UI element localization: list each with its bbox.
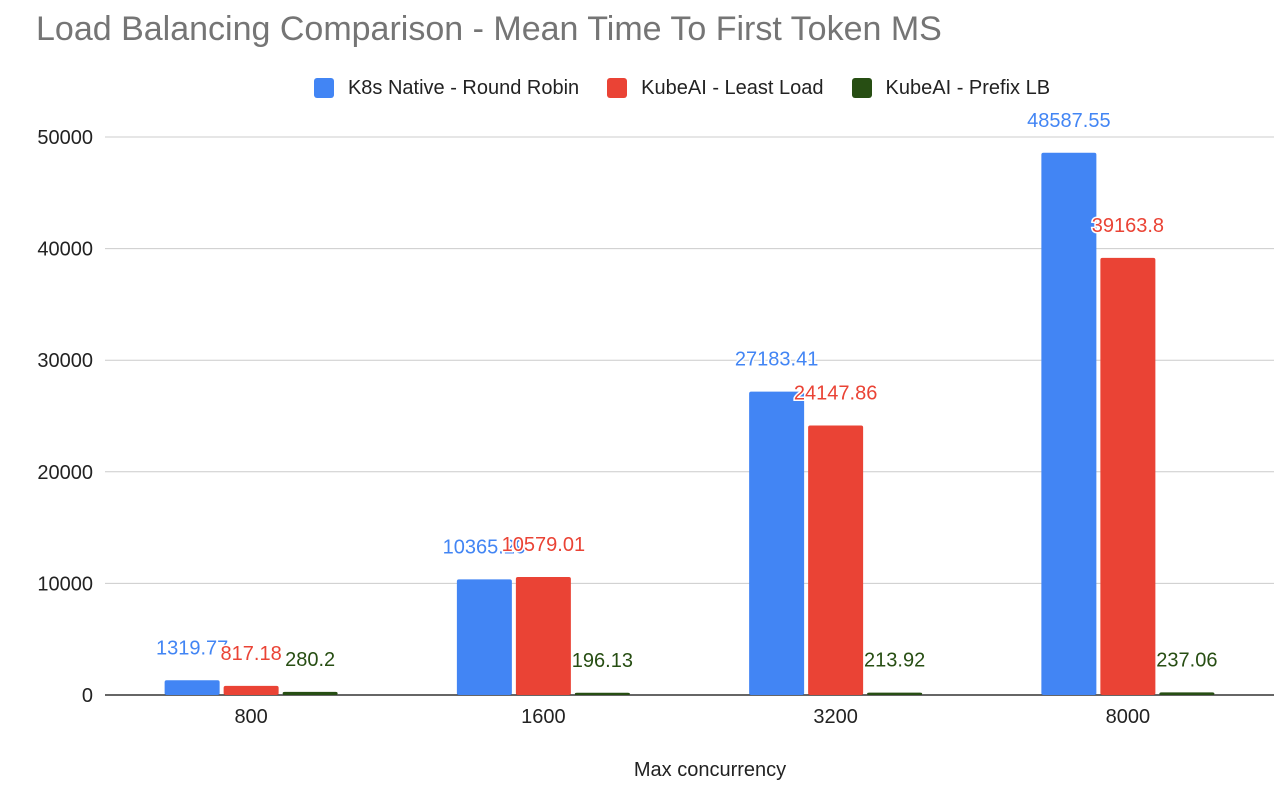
legend: K8s Native - Round Robin KubeAI - Least L… (0, 74, 1274, 102)
bars (164, 152, 1215, 695)
x-tick-label-8000: 8000 (1106, 706, 1151, 728)
bar-k8s-native-round-robin-3200 (749, 391, 805, 695)
data-label-k8s-native-round-robin-800: 1319.77 (156, 637, 228, 659)
data-label-k8s-native-round-robin-1600: 10365.29 (443, 536, 526, 558)
bar-kubeai-prefix-lb-3200 (867, 692, 923, 695)
y-tick-label: 10000 (37, 573, 93, 595)
bar-kubeai-least-load-8000 (1100, 257, 1156, 695)
legend-item-kubeai-prefix-lb: KubeAI - Prefix LB (851, 76, 1051, 100)
x-tick-label-3200: 3200 (813, 706, 858, 728)
data-label-kubeai-least-load-1600: 10579.01 (502, 534, 585, 556)
legend-swatch (313, 78, 334, 98)
x-tick-label-1600: 1600 (521, 706, 566, 728)
legend-label: KubeAI - Least Load (641, 76, 824, 99)
data-label-kubeai-prefix-lb-800: 280.2 (285, 649, 335, 671)
legend-label: K8s Native - Round Robin (347, 76, 580, 99)
data-label-kubeai-prefix-lb-3200: 213.92 (864, 650, 925, 672)
data-label-kubeai-prefix-lb-1600: 196.13 (572, 650, 633, 672)
x-axis: 800 1600 3200 8000 (234, 706, 1150, 728)
y-tick-label: 50000 (37, 127, 93, 149)
data-label-kubeai-least-load-800: 817.18 (221, 643, 282, 665)
y-tick-label: 30000 (37, 350, 93, 372)
bar-k8s-native-round-robin-8000 (1041, 152, 1097, 695)
y-tick-label: 40000 (37, 239, 93, 261)
bar-kubeai-prefix-lb-1600 (574, 692, 630, 695)
data-label-kubeai-prefix-lb-8000: 237.06 (1156, 649, 1217, 671)
data-label-kubeai-least-load-3200: 24147.86 (794, 383, 877, 405)
y-tick-label: 20000 (37, 462, 93, 484)
y-axis: 0 10000 20000 30000 40000 50000 (37, 127, 93, 707)
legend-swatch (851, 78, 872, 98)
bar-k8s-native-round-robin-800 (164, 680, 220, 695)
legend-swatch (607, 78, 628, 98)
chart-title: Load Balancing Comparison - Mean Time To… (36, 10, 942, 48)
legend-item-k8s-native-round-robin: K8s Native - Round Robin (313, 76, 580, 100)
bar-kubeai-least-load-1600 (515, 576, 571, 695)
bar-kubeai-prefix-lb-8000 (1159, 692, 1215, 695)
bar-kubeai-least-load-800 (223, 685, 279, 695)
legend-label: KubeAI - Prefix LB (885, 76, 1051, 99)
data-label-k8s-native-round-robin-8000: 48587.55 (1027, 110, 1110, 132)
data-label-k8s-native-round-robin-3200: 27183.41 (735, 349, 818, 371)
bar-k8s-native-round-robin-1600 (456, 579, 512, 695)
legend-item-kubeai-least-load: KubeAI - Least Load (607, 76, 824, 100)
x-tick-label-800: 800 (234, 706, 267, 728)
x-axis-title: Max concurrency (634, 759, 786, 781)
bar-kubeai-least-load-3200 (808, 425, 864, 695)
bar-kubeai-prefix-lb-800 (282, 691, 338, 695)
y-tick-label: 0 (82, 685, 93, 707)
data-label-kubeai-least-load-8000: 39163.8 (1092, 215, 1164, 237)
